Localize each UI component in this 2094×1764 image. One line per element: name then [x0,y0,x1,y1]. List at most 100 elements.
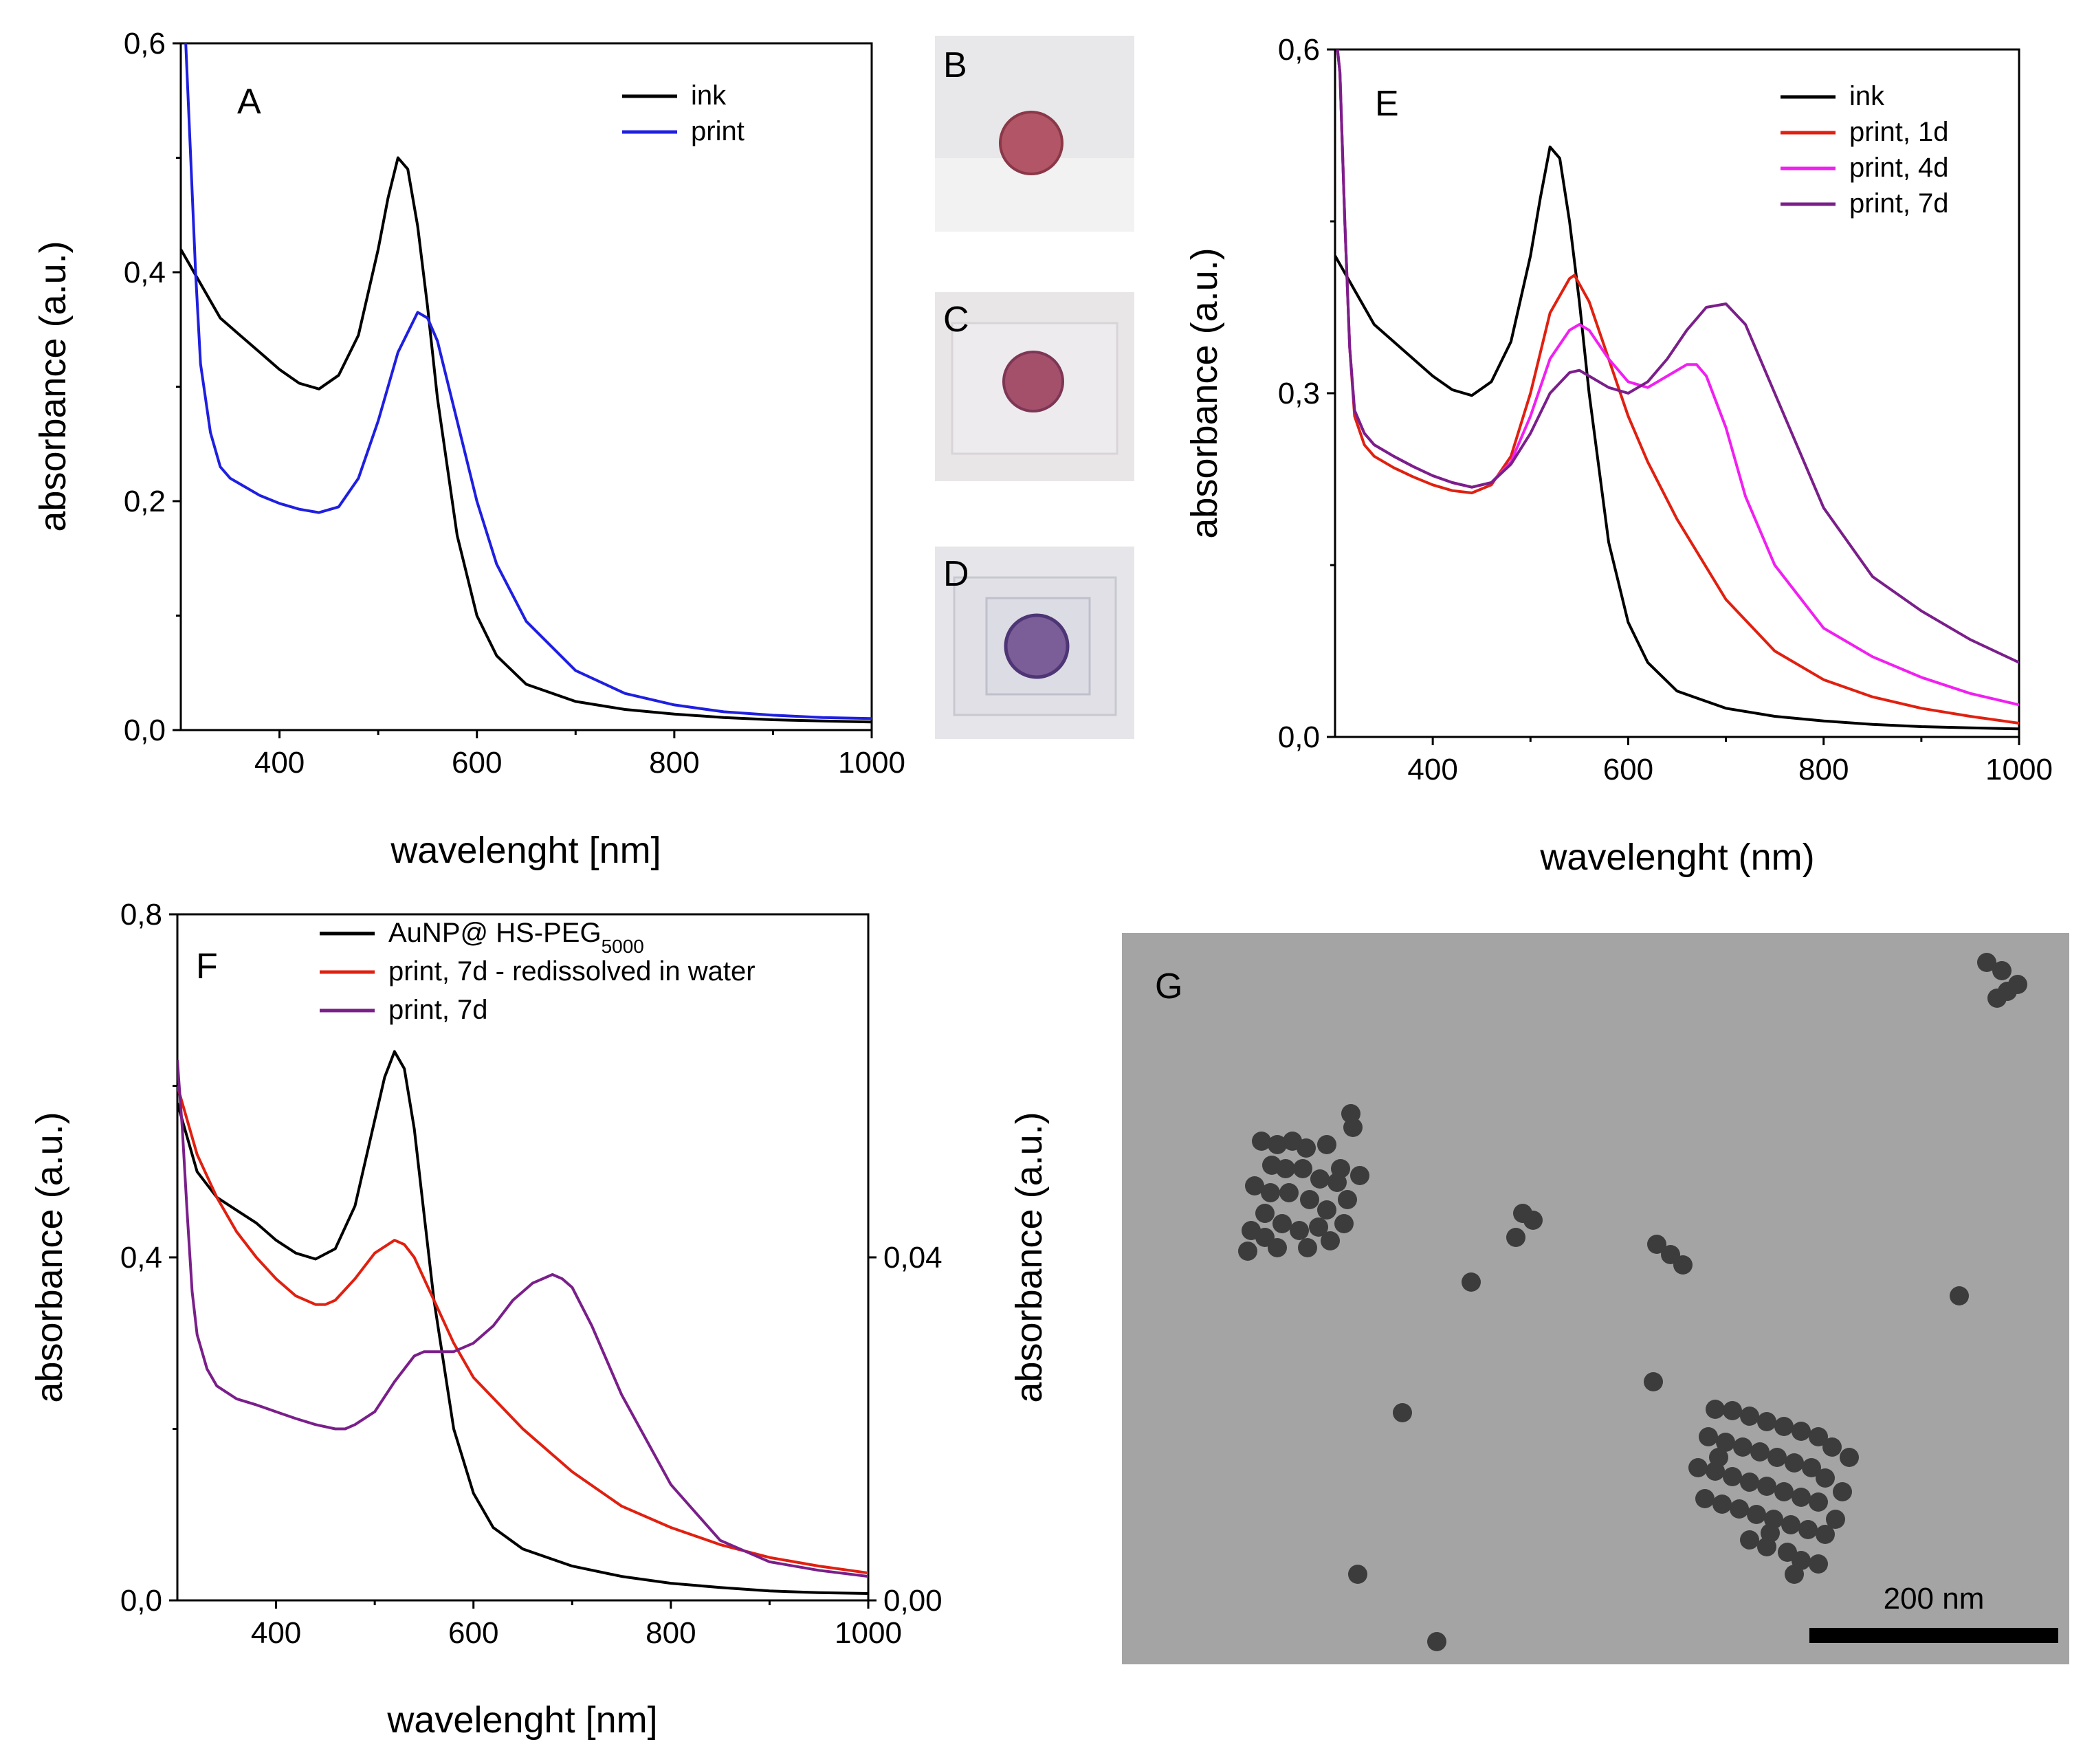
nanoparticle [1279,1183,1299,1202]
nanoparticle [1767,1448,1787,1467]
nanoparticle [1334,1214,1354,1233]
nanoparticle [1252,1132,1271,1151]
nanoparticle [1723,1401,1742,1420]
legend-label: AuNP@ HS-PEG5000 [388,918,644,957]
nanoparticle [1341,1104,1360,1123]
nanoparticle [1695,1489,1715,1508]
panel-a-chart: 400 600 800 1000 0,0 0,2 0,4 0,6 wavelenght [nm]… [32,27,905,871]
panel-f-frame [176,913,870,1602]
legend-label: print [691,116,745,146]
nanoparticle [1757,1477,1776,1496]
nanoparticle [1293,1159,1312,1178]
nanoparticle [1348,1565,1367,1584]
y-right-axis-title: absorbance (a.u.) [1009,1112,1050,1402]
legend-label: print, 1d [1849,117,1949,147]
nanoparticle [1255,1228,1275,1247]
nanoparticle [1331,1159,1350,1178]
nanoparticle [1740,1530,1759,1550]
nanoparticle [1716,1433,1735,1452]
nanoparticle [1992,961,2012,980]
tem-particles [1238,953,2027,1651]
x-axis-title: wavelenght [nm] [386,1699,657,1741]
legend-label: ink [1849,81,1885,111]
nanoparticle [1998,982,2017,1001]
photo-c: C [935,292,1134,481]
x-axis-title: wavelenght (nm) [1539,837,1814,878]
nanoparticle [1977,953,1996,972]
nanoparticle [1297,1138,1316,1158]
nanoparticle [1317,1200,1336,1220]
x-tick-label: 400 [251,1616,301,1650]
nanoparticle [1309,1217,1328,1237]
series-line-print-7d [1336,49,2019,664]
scale-bar [1809,1628,2058,1643]
nanoparticle [1792,1422,1811,1441]
nanoparticle [1809,1492,1828,1512]
y-tick-label: 0,6 [124,27,166,60]
x-tick-label: 400 [254,746,305,780]
nanoparticle [1644,1372,1663,1391]
legend-label: print, 4d [1849,153,1949,183]
photo-c-spot [1002,351,1064,412]
nanoparticle [1338,1190,1357,1209]
nanoparticle [1245,1176,1264,1195]
y-axis-title: absorbance (a.u.) [29,1112,70,1402]
nanoparticle [1822,1437,1842,1457]
x-tick-label: 600 [448,1616,498,1650]
x-tick-label: 1000 [835,1616,902,1650]
y-tick-label: 0,2 [124,485,166,518]
panel-e-chart: 400 600 800 1000 0,0 0,3 0,6 wavelenght (nm) abs… [1184,33,2053,878]
photo-d-letter: D [943,554,969,594]
nanoparticle [1840,1448,1859,1467]
nanoparticle [1310,1169,1330,1189]
panel-letter: A [237,82,261,122]
nanoparticle [1300,1190,1319,1209]
nanoparticle [1673,1255,1693,1275]
nanoparticle [1740,1407,1759,1426]
nanoparticle [1647,1235,1666,1254]
photo-b: B [935,36,1134,232]
y-right-tick-label: 0,04 [883,1241,943,1275]
nanoparticle [1781,1515,1800,1534]
nanoparticle [1523,1211,1543,1230]
nanoparticle [1816,1468,1835,1488]
nanoparticle [1699,1427,1718,1446]
nanoparticle [1826,1510,1845,1529]
nanoparticle [1816,1525,1835,1544]
y-tick-label: 0,6 [1278,33,1320,67]
y-tick-label: 0,4 [120,1241,162,1275]
nanoparticle [1255,1204,1275,1223]
tem-image: G 200 nm [1122,933,2069,1664]
nanoparticle [1506,1228,1525,1247]
nanoparticle [1747,1505,1766,1524]
nanoparticle [1785,1453,1804,1473]
series-line-aunp-hs-peg [177,1050,868,1595]
x-axis-title: wavelenght [nm] [390,830,661,871]
panel-f-chart: 400 600 800 1000 0,0 0,4 0,8 0,00 0,04 absorbance… [29,898,1050,1741]
nanoparticle [1740,1473,1759,1492]
x-tick-label: 800 [646,1616,696,1650]
nanoparticle [1427,1632,1446,1651]
nanoparticle [1393,1403,1412,1422]
nanoparticle [1774,1482,1794,1501]
nanoparticle [1798,1520,1818,1539]
legend-label-subscript: 5000 [602,936,644,957]
nanoparticle [1774,1417,1794,1436]
nanoparticle [1462,1272,1481,1292]
tem-letter: G [1155,967,1182,1006]
legend-label: print, 7d - redissolved in water [388,956,756,986]
photo-d: D [935,547,1134,739]
photo-c-letter: C [943,300,969,340]
nanoparticle [1321,1231,1340,1250]
x-tick-label: 800 [649,746,699,780]
photo-d-spot [1004,613,1070,679]
legend-label: ink [691,80,727,111]
y-tick-label: 0,0 [1278,720,1320,754]
nanoparticle [1792,1488,1811,1507]
nanoparticle [1733,1437,1752,1457]
nanoparticle [1298,1238,1317,1257]
nanoparticle [1809,1427,1828,1446]
y-axis-title: absorbance (a.u.) [32,241,74,531]
y-right-tick-label: 0,00 [883,1584,943,1618]
nanoparticle [1238,1242,1257,1261]
